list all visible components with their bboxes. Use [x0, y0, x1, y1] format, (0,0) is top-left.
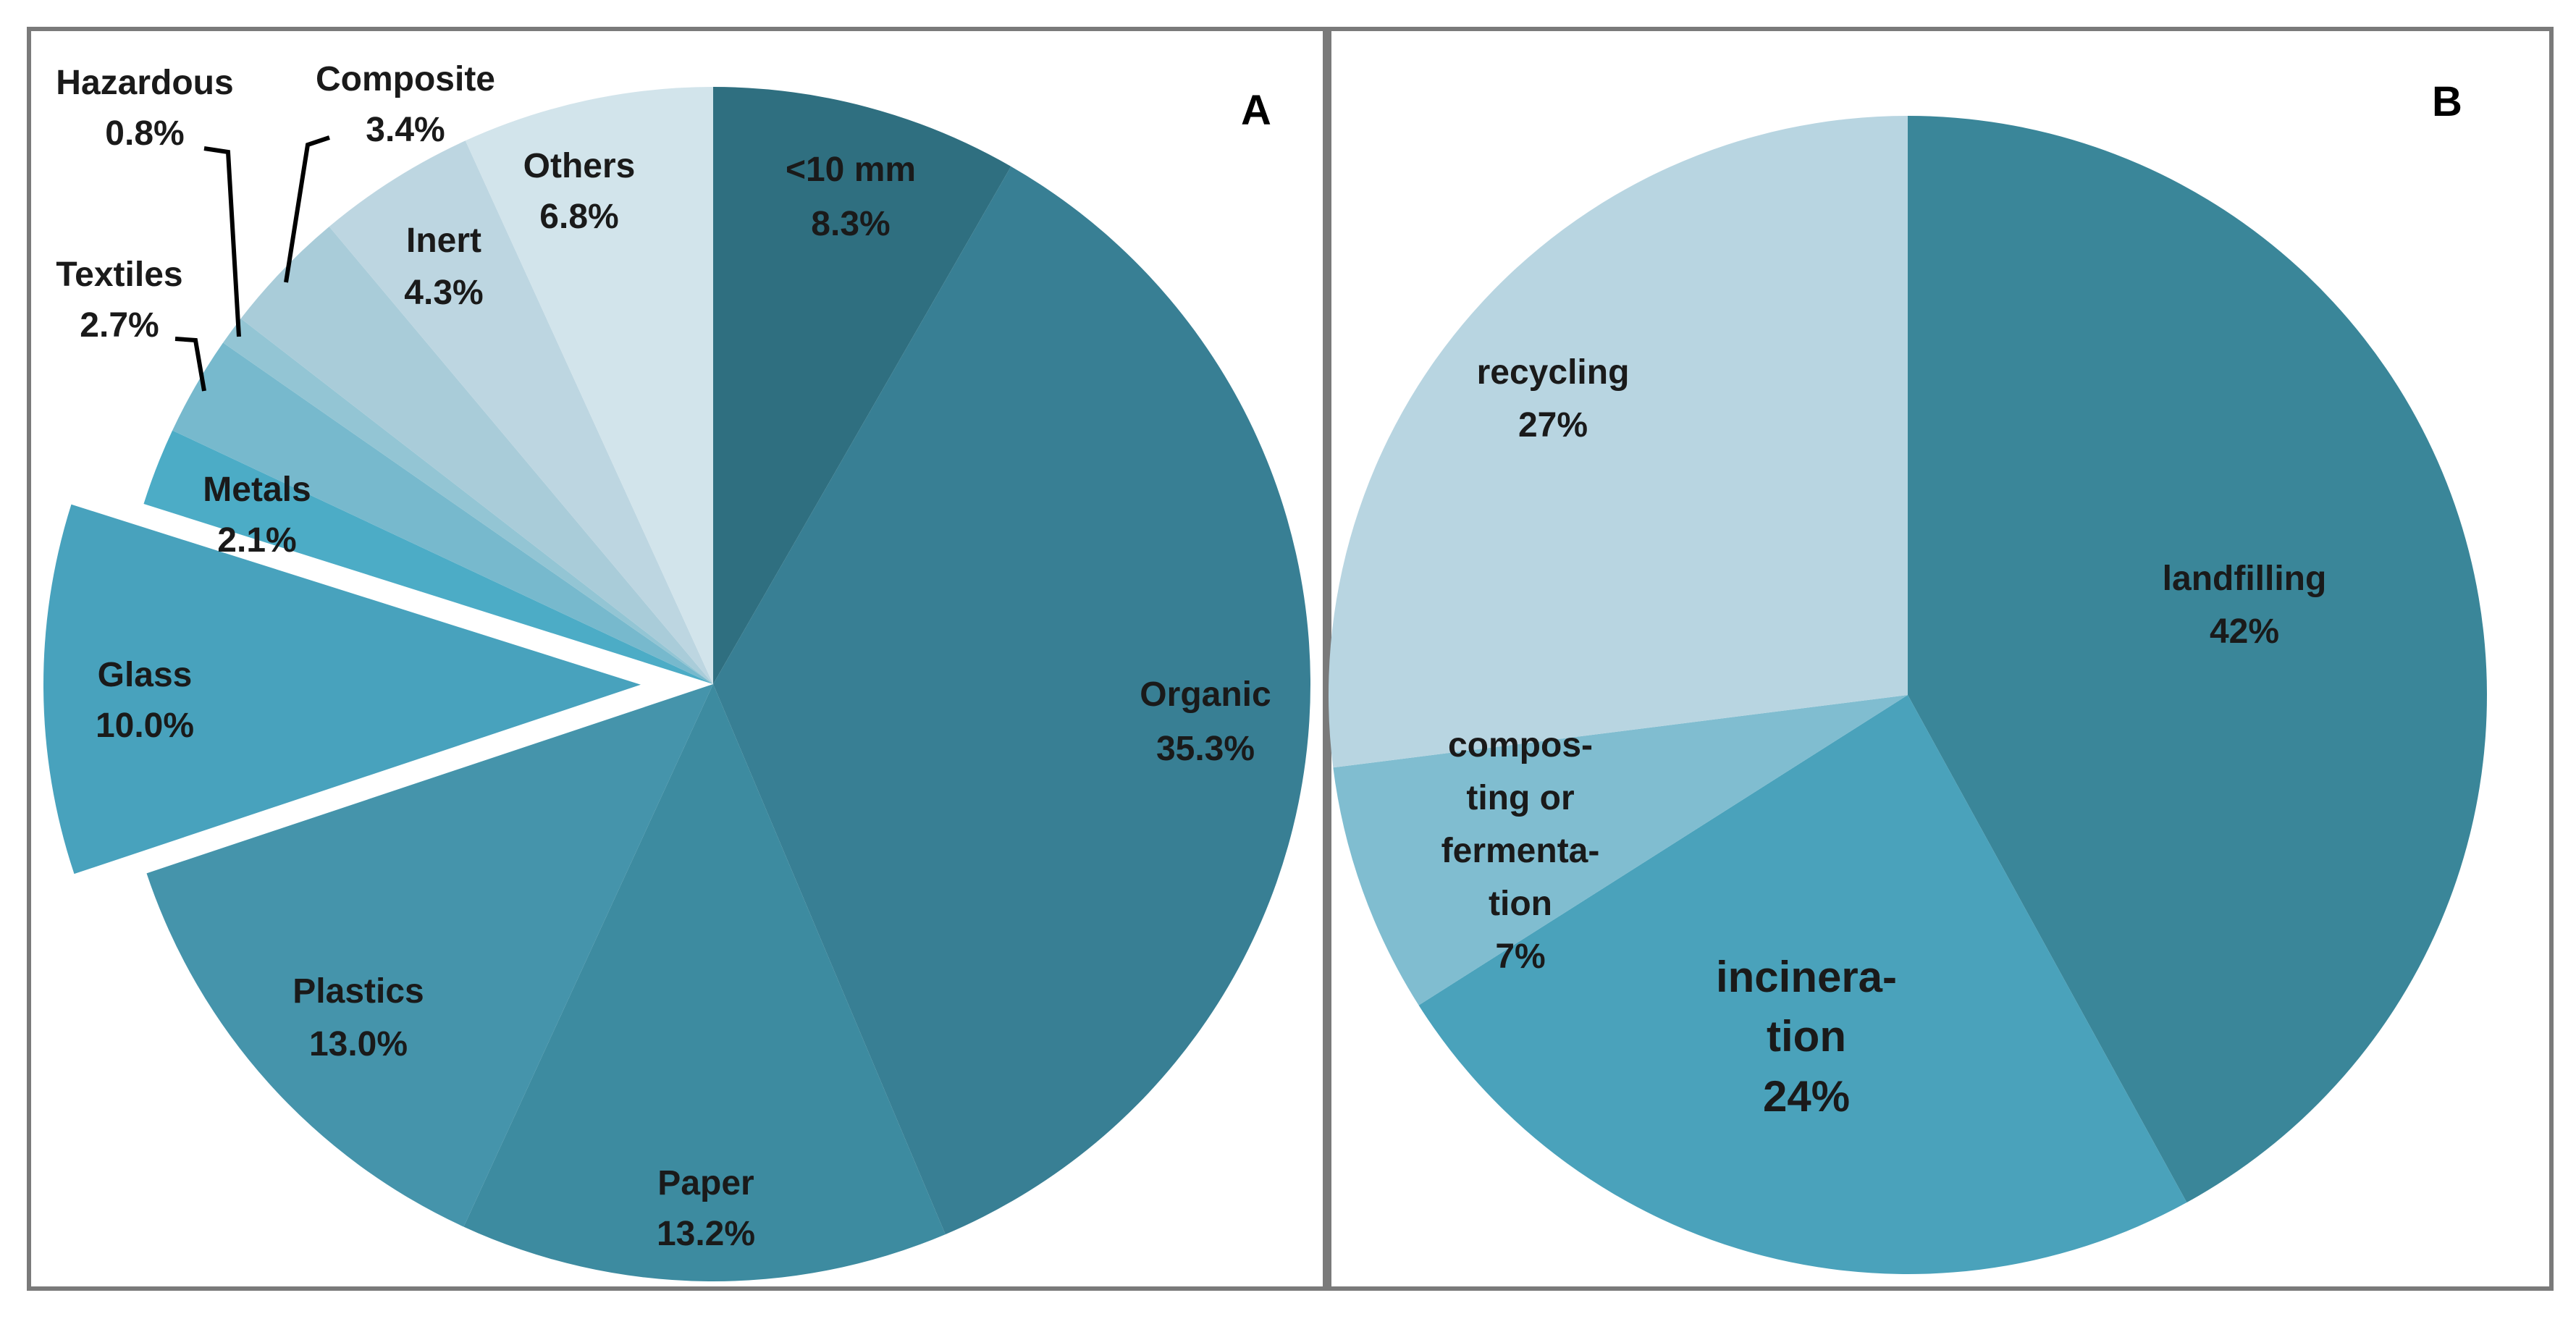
panel-a-title: A [1241, 87, 1271, 134]
slice-label-plastics-name: Plastics [292, 972, 424, 1011]
pie-a-slice-paper [463, 684, 946, 1281]
leader-lines [174, 135, 330, 392]
pie-a-slice-plastics [146, 684, 714, 1227]
slice-label-plastics: Plastics 13.0% [292, 972, 424, 1063]
slice-label-recycling-name: recycling [1477, 353, 1630, 392]
slice-label-inert: Inert 4.3% [404, 222, 483, 312]
pie-chart-b [1328, 115, 2487, 1274]
slice-label-landfilling: landfilling 42% [2163, 560, 2327, 651]
slice-label-recycling: recycling 27% [1477, 353, 1630, 444]
slice-label-incineration: incinera-tion 24% [1716, 953, 1897, 1121]
slice-label-hazardous: Hazardous 0.8% [56, 64, 233, 153]
pie-a-slice-metals [143, 430, 713, 684]
slice-label-organic-value: 35.3% [1156, 730, 1255, 768]
slice-label-organic: Organic 35.3% [1140, 675, 1271, 768]
slice-label-glass: Glass 10.0% [96, 656, 194, 745]
slice-label-plastics-value: 13.0% [309, 1025, 408, 1063]
pie-b-slice-compos-ting-or-fermenta-tion [1333, 695, 1908, 1006]
pie-b-slice-recycling [1328, 115, 1908, 768]
panel-b-title: B [2432, 78, 2462, 125]
slice-label-organic-name: Organic [1140, 675, 1271, 714]
slice-label-less-10mm-value: 8.3% [811, 205, 890, 243]
pie-a-slice-10-mm [713, 87, 1011, 684]
slice-label-others-value: 6.8% [539, 198, 618, 236]
slice-label-composting-name: compos-ting or fermenta-tion [1441, 726, 1600, 923]
pie-b-slice-incinera-tion [1418, 695, 2187, 1274]
slice-label-metals: Metals 2.1% [203, 471, 311, 560]
slice-label-others-name: Others [523, 147, 636, 185]
slice-label-less-10mm: <10 mm 8.3% [786, 151, 916, 243]
slice-label-composite: Composite 3.4% [316, 60, 495, 149]
leader-line-composite [284, 135, 330, 283]
slice-label-composite-value: 3.4% [366, 111, 445, 149]
slice-label-landfilling-value: 42% [2210, 612, 2279, 651]
pie-chart-a [43, 87, 1311, 1281]
slice-label-composting: compos-ting or fermenta-tion 7% [1441, 726, 1600, 976]
slice-label-inert-name: Inert [406, 222, 481, 260]
slice-label-paper: Paper 13.2% [657, 1164, 755, 1253]
pie-a-slice-organic [713, 166, 1311, 1235]
slice-label-textiles-name: Textiles [56, 256, 182, 294]
slice-label-glass-value: 10.0% [96, 707, 194, 745]
pie-b-slice-landfilling [1908, 116, 2487, 1203]
slice-label-metals-value: 2.1% [217, 521, 296, 560]
slice-label-incineration-name: incinera-tion [1716, 953, 1897, 1061]
pie-a-slice-hazardous [223, 318, 713, 684]
slice-label-landfilling-name: landfilling [2163, 560, 2327, 598]
pie-a-slice-inert [329, 140, 714, 685]
pie-a-slice-others [465, 87, 713, 684]
slice-label-composite-name: Composite [316, 60, 495, 98]
slice-label-glass-name: Glass [98, 656, 193, 694]
slice-label-textiles-value: 2.7% [80, 306, 159, 345]
slice-label-composting-value: 7% [1495, 937, 1545, 976]
slice-label-paper-value: 13.2% [657, 1215, 755, 1253]
slice-label-inert-value: 4.3% [404, 274, 483, 312]
leader-line-hazardous [203, 146, 241, 337]
pie-a-slice-textiles [172, 342, 713, 684]
slice-label-hazardous-name: Hazardous [56, 64, 233, 102]
pie-a-slice-glass [43, 504, 641, 875]
slice-label-incineration-value: 24% [1763, 1072, 1850, 1121]
leader-line-textiles [174, 337, 206, 392]
slice-label-paper-name: Paper [657, 1164, 754, 1202]
pie-a-slice-composite [240, 227, 713, 685]
slice-label-recycling-value: 27% [1518, 406, 1588, 444]
slice-label-metals-name: Metals [203, 471, 311, 509]
slice-label-less-10mm-name: <10 mm [786, 151, 916, 189]
slice-label-textiles: Textiles 2.7% [56, 256, 182, 345]
slice-label-hazardous-value: 0.8% [105, 114, 184, 153]
slice-label-others: Others 6.8% [523, 147, 636, 236]
